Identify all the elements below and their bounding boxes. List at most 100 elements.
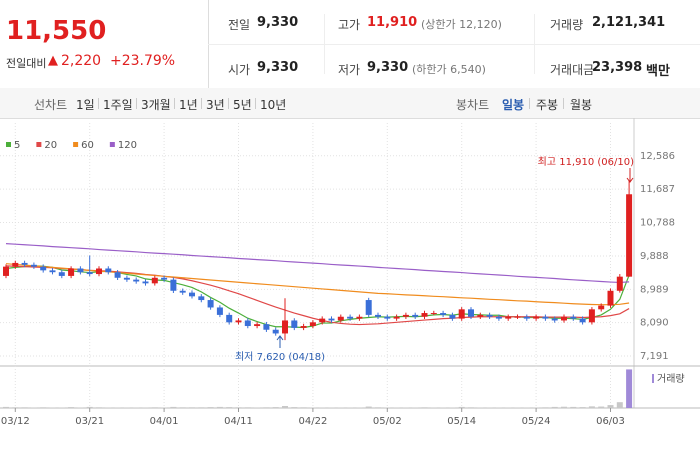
candle-tab[interactable]: 월봉	[570, 98, 593, 112]
period-tab[interactable]: 1년	[179, 98, 198, 112]
volume-bar	[254, 407, 261, 408]
candle-body	[3, 266, 9, 276]
volume-bar	[337, 407, 344, 408]
candle-tab[interactable]: 일봉	[502, 98, 525, 112]
volume-bar	[356, 407, 363, 408]
volume-bar	[170, 406, 177, 408]
volume-bar	[607, 405, 614, 408]
period-tab[interactable]: 3개월	[141, 98, 171, 112]
candle-body	[226, 314, 233, 323]
candle-body	[421, 313, 428, 317]
volume-label: 거래량	[657, 373, 685, 385]
candle-body	[216, 307, 223, 315]
volume-bar	[542, 407, 549, 408]
tab-sep	[529, 98, 530, 109]
period-tab[interactable]: 1주일	[103, 98, 133, 112]
y-tick-label: 8,090	[640, 318, 669, 329]
volume-bar	[189, 407, 195, 408]
candle-body	[319, 318, 326, 323]
candle-body	[12, 262, 19, 267]
candle-body	[440, 313, 447, 315]
volume-bar	[142, 407, 149, 408]
volume-bar	[393, 407, 400, 408]
tab-sep	[201, 98, 202, 109]
candle-body	[365, 300, 372, 315]
candle-body	[77, 268, 84, 273]
volume-bar	[505, 407, 512, 408]
change-label: 전일대비	[6, 57, 47, 70]
candle-body	[347, 316, 354, 319]
volume-bar	[468, 407, 474, 408]
candle-tab[interactable]: 주봉	[536, 98, 559, 112]
tab-sep	[98, 98, 99, 109]
candle-body	[570, 316, 577, 319]
candle-body	[579, 318, 586, 323]
candle-body	[542, 316, 549, 319]
divider	[534, 14, 535, 74]
candle-body	[588, 309, 595, 323]
y-tick-label: 7,191	[640, 351, 669, 362]
candle-body	[21, 262, 28, 265]
change-arrow: ▲	[48, 53, 58, 68]
stat-value: 9,330	[367, 60, 409, 75]
candle-body	[551, 318, 558, 321]
period-tab[interactable]: 3년	[206, 98, 225, 112]
candle-body	[86, 272, 93, 275]
volume-bar	[533, 407, 540, 408]
y-tick-label: 11,687	[640, 184, 675, 195]
volume-bar	[96, 407, 102, 408]
min-annotation: 최저 7,620 (04/18)	[235, 351, 325, 363]
change: 2,220	[61, 53, 102, 69]
volume-bar	[477, 407, 484, 408]
quote-header: 11,550 전일대비 ▲ 2,220 +23.79% 전일 9,330 고가 11,…	[0, 0, 700, 89]
legend-swatch	[6, 142, 11, 147]
volume-bar	[161, 407, 168, 408]
volume-bar	[133, 407, 140, 408]
candle-body	[393, 316, 400, 319]
legend-swatch	[109, 142, 115, 147]
stat-label: 저가	[338, 63, 361, 77]
volume-bar	[216, 406, 223, 408]
candle-body	[412, 314, 419, 317]
candle-body	[514, 316, 521, 318]
period-tab[interactable]: 10년	[260, 98, 287, 112]
x-tick-label: 05/14	[447, 416, 476, 427]
candle-body	[477, 314, 484, 317]
volume-bar	[319, 407, 326, 408]
volume-bar	[12, 407, 19, 408]
legend-label: 60	[81, 140, 94, 151]
legend-swatch	[73, 142, 79, 147]
candle-body	[291, 320, 298, 328]
stat-value: 9,330	[257, 60, 299, 75]
period-tab[interactable]: 1일	[76, 98, 95, 112]
volume-bar	[3, 406, 9, 408]
volume-bar	[561, 406, 567, 408]
y-tick-label: 8,989	[640, 284, 669, 295]
volume-bar	[291, 407, 298, 408]
candle-body	[356, 316, 363, 319]
volume-bar	[440, 407, 447, 408]
volume-bar	[207, 407, 214, 408]
candle-body	[626, 194, 633, 277]
x-tick-label: 03/12	[1, 416, 30, 427]
candle-body	[505, 316, 512, 319]
candle-body	[198, 296, 205, 301]
volume-bar	[458, 406, 465, 408]
candle-body	[384, 316, 391, 319]
candle-body	[300, 326, 307, 328]
volume-bar	[263, 407, 270, 408]
candle-body	[170, 279, 177, 291]
volume-bar	[105, 407, 112, 408]
candle-body	[458, 309, 465, 319]
volume-bar	[244, 407, 251, 408]
candle-body	[309, 322, 316, 327]
period-tab[interactable]: 5년	[233, 98, 252, 112]
y-tick-label: 9,888	[640, 251, 669, 262]
stat-label: 전일	[228, 18, 251, 32]
volume-bar	[49, 407, 56, 408]
candle-body	[189, 292, 195, 297]
x-tick-label: 03/21	[75, 416, 104, 427]
legend-label: 5	[14, 140, 20, 151]
stat-value: 9,330	[257, 15, 299, 30]
